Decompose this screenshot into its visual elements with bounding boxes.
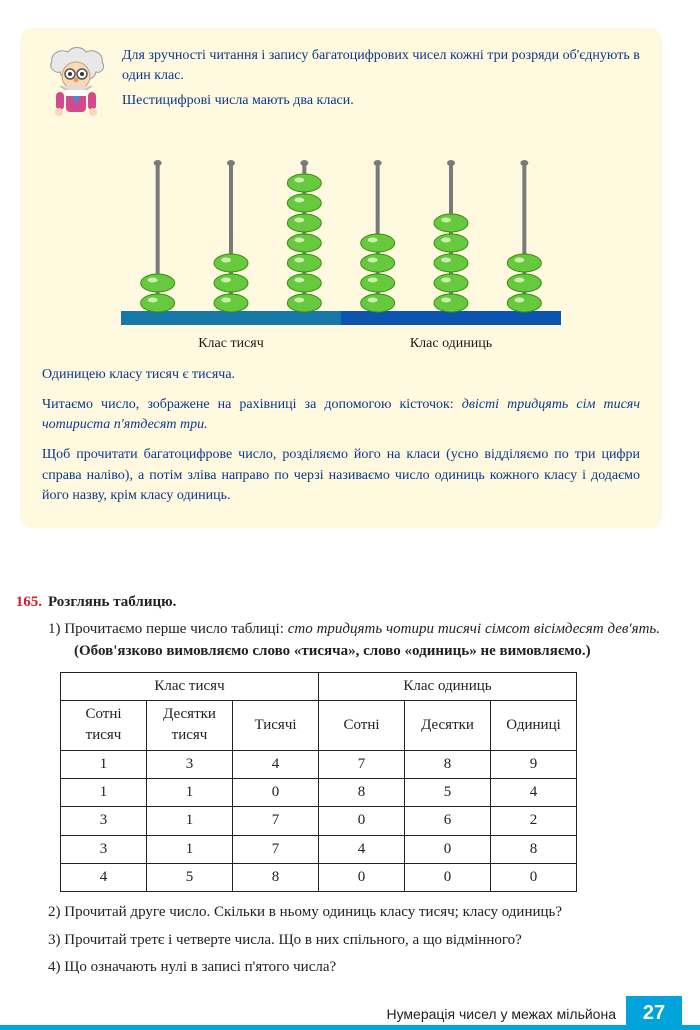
footer-line [0, 1025, 700, 1030]
exercise-item-3: 3) Прочитай третє і четверте числа. Що в… [48, 930, 660, 951]
exercise-title: Розглянь таблицю. [48, 594, 176, 610]
info-text-4a: Читаємо число, зображене на рахівниці за… [42, 397, 462, 412]
number-classes-table: Клас тисячКлас одиницьСотнітисячДесяткит… [60, 672, 577, 892]
abacus-label-right: Клас одиниць [341, 334, 561, 354]
exercise-165: 165.Розглянь таблицю. 1) Прочитаємо перш… [48, 592, 660, 978]
item1-pre: 1) Прочитаємо перше число таблиці: [48, 621, 288, 637]
abacus [121, 133, 561, 328]
exercise-number: 165. [0, 592, 42, 613]
info-text-4: Читаємо число, зображене на рахівниці за… [42, 395, 640, 436]
professor-icon [42, 46, 110, 123]
info-text-3: Одиницею класу тисяч є тисяча. [42, 365, 640, 385]
exercise-heading: 165.Розглянь таблицю. [48, 592, 660, 613]
item1-post: (Обов'язково вимовляємо слово «тисяча», … [74, 643, 591, 659]
footer-text: Нумерація чисел у межах мільйона [386, 1006, 616, 1022]
exercise-item-4: 4) Що означають нулі в записі п'ятого чи… [48, 957, 660, 978]
info-text-5: Щоб прочитати багатоцифрове число, розді… [42, 445, 640, 506]
exercise-item-2: 2) Прочитай друге число. Скільки в ньому… [48, 902, 660, 923]
page-number: 27 [626, 996, 682, 1030]
exercise-item-1: 1) Прочитаємо перше число таблиці: сто т… [48, 619, 660, 662]
page-footer: Нумерація чисел у межах мільйона 27 [0, 994, 700, 1030]
abacus-labels: Клас тисяч Клас одиниць [121, 334, 561, 354]
abacus-label-left: Клас тисяч [121, 334, 341, 354]
info-text-1: Для зручності читання і запису багатоциф… [122, 46, 640, 87]
item1-number-words: сто тридцять чотири тисячі сімсот вісімд… [288, 621, 660, 637]
info-text-2: Шестицифрові числа мають два класи. [122, 91, 640, 111]
info-box: Для зручності читання і запису багатоциф… [20, 28, 662, 528]
